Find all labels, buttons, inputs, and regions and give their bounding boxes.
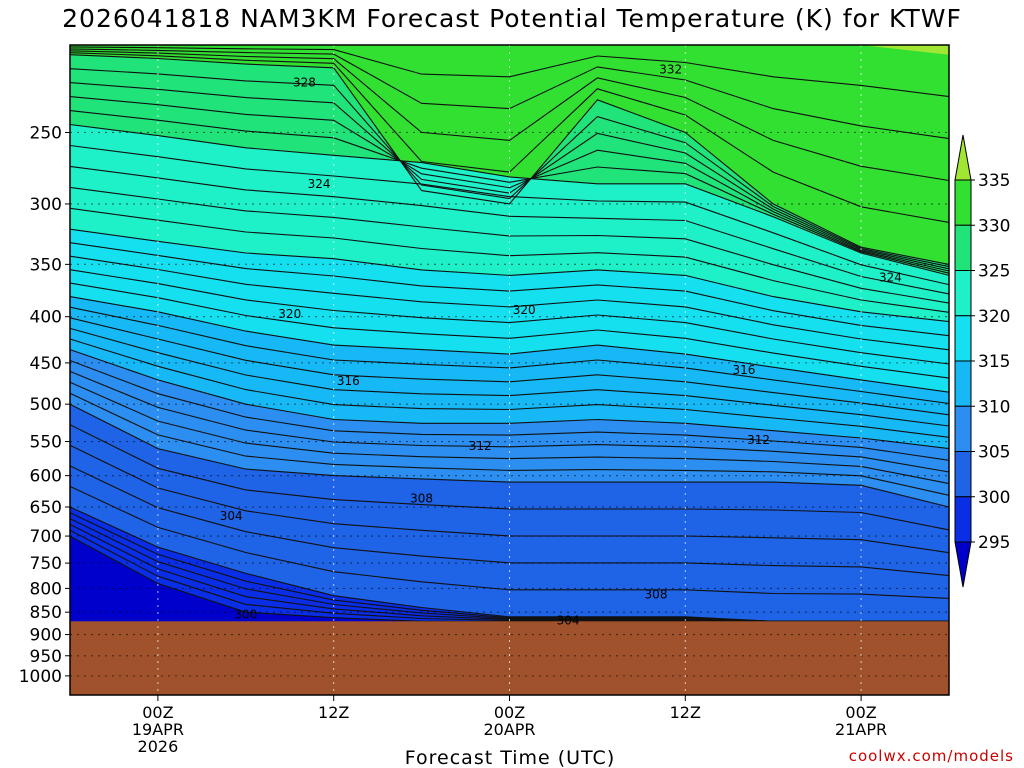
- y-tick-label: 750: [30, 554, 62, 574]
- colorbar-label: 310: [978, 397, 1010, 417]
- colorbar-label: 295: [978, 533, 1010, 553]
- x-tick-label: 19APR: [132, 720, 184, 739]
- chart-title: 2026041818 NAM3KM Forecast Potential Tem…: [62, 4, 962, 33]
- x-tick-label: 00Z: [845, 703, 876, 722]
- x-tick-label: 2026: [138, 737, 179, 756]
- colorbar-label: 300: [978, 488, 1010, 508]
- contour-line: [69, 359, 950, 461]
- contour-line: [69, 392, 950, 496]
- contour-line: [69, 269, 950, 365]
- x-tick-label: 21APR: [835, 720, 887, 739]
- contour-label: 324: [879, 271, 902, 285]
- y-tick-label: 900: [30, 626, 62, 646]
- y-tick-label: 250: [30, 123, 62, 143]
- contour-label: 332: [659, 63, 682, 77]
- contour-line: [69, 255, 950, 351]
- contour-line: [69, 46, 950, 98]
- colorbar-segment: [954, 224, 972, 271]
- contour-label: 316: [732, 363, 755, 377]
- contour-label: 308: [645, 588, 668, 602]
- colorbar-segment: [954, 360, 972, 407]
- colorbar: 295 300 305 310 315 320 325 330 335: [954, 134, 1010, 588]
- y-tick-label: 600: [30, 467, 62, 487]
- colorbar-segment: [954, 179, 972, 226]
- contour-line: [69, 282, 950, 379]
- contour-line: [69, 228, 950, 323]
- y-tick-label: 400: [30, 308, 62, 328]
- y-tick-label: 700: [30, 527, 62, 547]
- colorbar-min-triangle: [954, 541, 972, 588]
- contour-label: 316: [337, 374, 360, 388]
- x-axis-title: Forecast Time (UTC): [405, 747, 615, 768]
- credit-text: coolwx.com/models: [848, 747, 1014, 765]
- y-tick-label: 350: [30, 255, 62, 275]
- contour-line: [69, 485, 950, 599]
- y-tick-label: 950: [30, 647, 62, 667]
- contour-line: [69, 96, 950, 272]
- contour-label: 300: [234, 607, 257, 621]
- contour-line: [69, 54, 950, 265]
- contour-line: [69, 68, 950, 268]
- colorbar-label: 320: [978, 307, 1010, 327]
- contour-label: 328: [293, 75, 316, 89]
- contour-labels: 332 328 324 324 320 320 316 316 312 312 308 308 304 3…: [220, 63, 902, 628]
- colorbar-segment: [954, 270, 972, 317]
- contour-label: 312: [747, 433, 770, 447]
- colorbar-label: 315: [978, 352, 1010, 372]
- colorbar-segment: [954, 451, 972, 498]
- contour-line: [69, 110, 950, 274]
- contour-label: 324: [308, 177, 331, 191]
- y-tick-label: 300: [30, 195, 62, 215]
- contour-line: [69, 370, 950, 473]
- colorbar-label: 330: [978, 216, 1010, 236]
- colorbar-segment: [954, 496, 972, 543]
- y-tick-label: 850: [30, 603, 62, 623]
- contour-line: [69, 403, 950, 508]
- y-tick-label: 500: [30, 395, 62, 415]
- x-tick-label: 00Z: [494, 703, 525, 722]
- colorbar-label: 305: [978, 443, 1010, 463]
- y-tick-label: 800: [30, 579, 62, 599]
- x-tick-label: 20APR: [483, 720, 535, 739]
- contour-line: [69, 144, 950, 286]
- colorbar-segment: [954, 315, 972, 362]
- y-tick-label: 1000: [19, 667, 62, 687]
- y-tick-label: 650: [30, 498, 62, 518]
- y-axis: 250 300 350 400 450 500 550 600 650 700 750 800 850 9…: [19, 123, 70, 687]
- x-tick-label: 12Z: [318, 703, 349, 722]
- colorbar-max-triangle: [954, 134, 972, 181]
- colorbar-label: 325: [978, 262, 1010, 282]
- contour-line: [69, 123, 950, 276]
- x-tick-label: 00Z: [142, 703, 173, 722]
- y-tick-label: 550: [30, 433, 62, 453]
- contour-line: [69, 50, 950, 182]
- contour-label: 312: [469, 439, 492, 453]
- contour-label: 308: [410, 491, 433, 505]
- colorbar-segment: [954, 405, 972, 452]
- contour-label: 304: [220, 509, 243, 523]
- contour-label: 320: [513, 303, 536, 317]
- contour-line: [69, 165, 950, 295]
- contour-label: 304: [557, 613, 580, 627]
- y-tick-label: 450: [30, 354, 62, 374]
- x-tick-label: 12Z: [670, 703, 701, 722]
- contour-label: 320: [278, 307, 301, 321]
- contour-line: [69, 465, 950, 577]
- colorbar-label: 335: [978, 171, 1010, 191]
